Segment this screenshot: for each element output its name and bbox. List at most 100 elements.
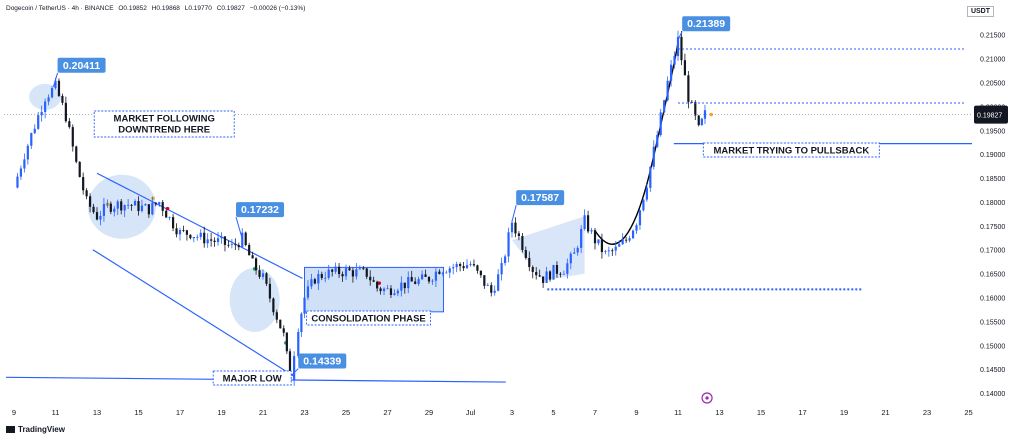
channel-upper-line[interactable] — [96, 172, 303, 279]
candle-body — [234, 244, 237, 246]
candle-body — [517, 233, 521, 237]
candle-body — [569, 253, 572, 264]
price-label[interactable]: 0.20411 — [63, 60, 101, 72]
candle-body — [652, 146, 655, 167]
price-label-box[interactable] — [236, 202, 285, 218]
candle-body — [455, 264, 458, 268]
candle-body — [459, 264, 462, 267]
y-tick-label: 0.14500 — [980, 367, 1005, 374]
candle-body — [154, 202, 157, 205]
candle-body — [144, 204, 147, 206]
candle-body — [213, 240, 216, 243]
candle-body — [40, 111, 43, 116]
candle-body — [683, 60, 687, 76]
candle-body — [365, 268, 368, 277]
x-tick-label: 19 — [840, 408, 848, 417]
candle-body — [140, 205, 144, 212]
price-label[interactable]: 0.17587 — [521, 192, 559, 204]
candle-body — [576, 247, 579, 253]
candle-body — [282, 328, 285, 333]
candle-body — [583, 215, 586, 229]
candle-body — [99, 215, 102, 220]
candle-body — [479, 270, 482, 276]
candle-body — [645, 187, 648, 200]
annotation-box[interactable] — [212, 370, 292, 386]
candle-body — [334, 266, 337, 272]
price-label-box[interactable] — [57, 57, 106, 73]
ohlc-low: L0.19770 — [184, 5, 212, 12]
parabolic-curve[interactable] — [594, 39, 679, 245]
callout-pointer — [677, 31, 683, 41]
price-label[interactable]: 0.21389 — [687, 18, 725, 30]
annotation-box[interactable] — [702, 142, 880, 158]
symbol-header[interactable]: Dogecoin / TetherUS · 4h · BINANCE O0.19… — [6, 5, 308, 12]
x-tick-label: 19 — [217, 408, 225, 417]
x-tick-label: 21 — [881, 408, 889, 417]
candle-body — [116, 201, 119, 209]
candle-body — [297, 332, 300, 357]
tradingview-icon — [6, 426, 15, 433]
candle-body — [559, 273, 562, 275]
candle-body — [196, 236, 199, 238]
candle-body — [92, 206, 95, 213]
candle-body — [472, 264, 476, 266]
candle-body — [528, 257, 531, 268]
annotation-box[interactable] — [306, 310, 432, 326]
x-tick-label: 15 — [134, 408, 142, 417]
candle-body — [16, 176, 19, 188]
x-tick-label: 17 — [176, 408, 184, 417]
candle-body — [268, 283, 272, 299]
quote-currency-button[interactable]: USDT — [966, 6, 994, 17]
breakdown-highlight-circle — [229, 267, 280, 332]
annotation-box[interactable] — [93, 110, 235, 138]
candle-body — [279, 319, 282, 329]
candle-body — [137, 201, 140, 212]
candle-body — [244, 232, 247, 245]
candle-body — [469, 264, 472, 266]
candle-body — [607, 250, 610, 252]
candle-body — [123, 205, 126, 211]
x-tick-label: 9 — [634, 408, 638, 417]
candle-body — [75, 146, 78, 162]
candle-body — [687, 75, 690, 102]
candle-body — [389, 288, 393, 295]
candle-body — [64, 102, 67, 122]
ohlc-high: H0.19868 — [151, 5, 180, 12]
candle-body — [355, 269, 358, 277]
time-jump-icon[interactable] — [701, 392, 713, 404]
candle-body — [618, 244, 621, 247]
price-label[interactable]: 0.17232 — [241, 204, 279, 216]
x-tick-label: 3 — [510, 408, 514, 417]
candle-body — [185, 230, 189, 235]
price-label-box[interactable] — [682, 16, 731, 32]
candle-body — [490, 285, 493, 293]
tradingview-logo[interactable]: TradingView — [6, 425, 65, 434]
candle-body — [199, 232, 202, 237]
y-tick-label: 0.19000 — [980, 152, 1005, 159]
y-tick-label: 0.18000 — [980, 200, 1005, 207]
candle-body — [261, 273, 265, 277]
candle-body — [265, 273, 268, 284]
candle-body — [203, 232, 206, 244]
candle-body — [545, 271, 548, 283]
candle-body — [452, 267, 455, 269]
candle-body — [37, 115, 40, 129]
price-label-box[interactable] — [298, 353, 347, 369]
candle-body — [19, 168, 23, 177]
candle-body — [306, 286, 310, 298]
price-label[interactable]: 0.14339 — [303, 356, 341, 368]
y-tick-label: 0.19500 — [980, 128, 1005, 135]
annotation-text: MAJOR LOW — [223, 374, 282, 385]
current-price-tag[interactable] — [974, 105, 1008, 124]
candle-body — [317, 274, 320, 284]
candle-body — [642, 199, 645, 211]
symbol-name[interactable]: Dogecoin / TetherUS · 4h · BINANCE — [6, 5, 114, 12]
channel-lower-line[interactable] — [92, 249, 295, 377]
candle-body — [216, 238, 220, 243]
candle-body — [510, 222, 514, 233]
price-label-box[interactable] — [516, 190, 565, 206]
x-tick-label: 23 — [923, 408, 931, 417]
candle-body — [161, 202, 164, 211]
y-axis-panel — [972, 0, 1024, 415]
